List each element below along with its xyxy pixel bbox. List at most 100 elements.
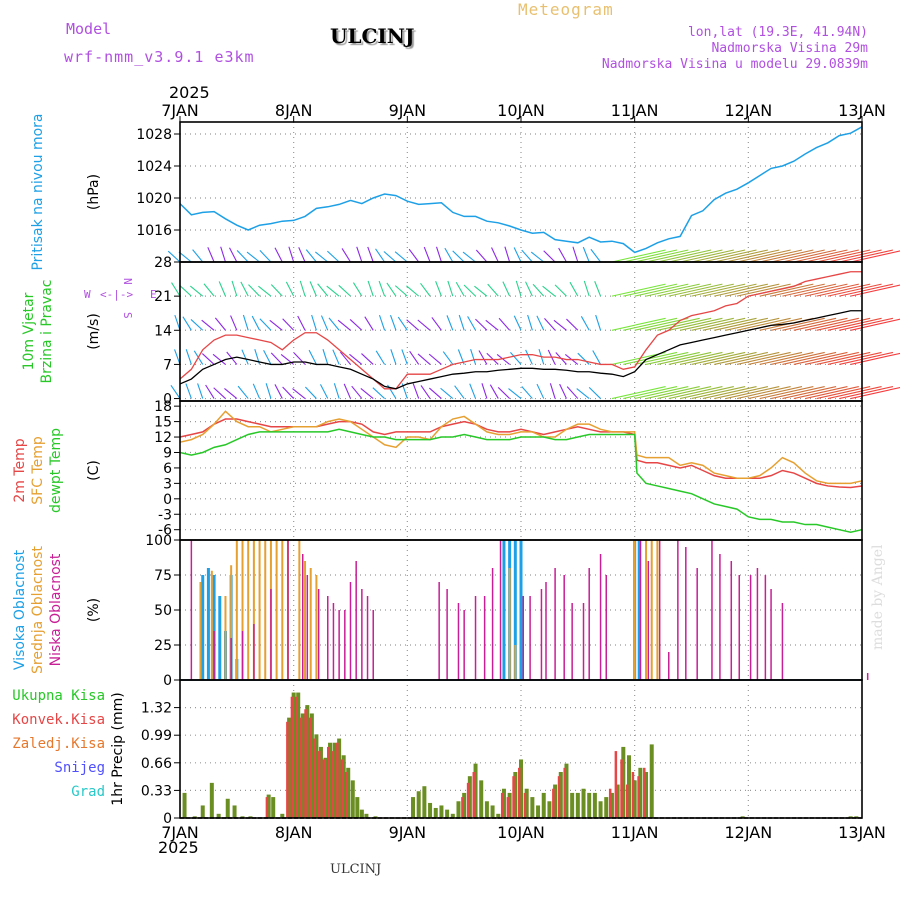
precip-total-bar <box>364 813 369 818</box>
model-name: wrf-nmm_v3.9.1 e3km <box>64 48 255 66</box>
wind-arrow <box>352 282 363 297</box>
precip-total-bar <box>490 805 495 818</box>
precip-total-bar <box>422 786 427 818</box>
wind-arrow <box>170 385 181 399</box>
wind-arrow <box>458 314 465 331</box>
wind-arrow <box>521 249 533 263</box>
wind-arrow <box>241 349 249 365</box>
wind-arrow <box>489 384 499 399</box>
wind-arrow <box>343 383 352 399</box>
wind-arrow <box>274 384 283 399</box>
y-axis-label: Srednja Oblacnost <box>30 546 46 674</box>
wind-arrow <box>417 319 431 331</box>
wind-arrow <box>594 281 602 297</box>
wind-arrow <box>293 352 306 365</box>
wind-arrow <box>805 283 859 297</box>
wind-arrow <box>435 281 442 297</box>
wind-arrow <box>265 383 272 399</box>
wind-arrow <box>793 317 848 331</box>
wind-arrow <box>171 282 181 297</box>
wind-arrow <box>645 283 700 297</box>
wind-speed-line <box>179 310 862 390</box>
wind-arrow <box>782 283 837 297</box>
wind-arrow <box>435 246 442 263</box>
wind-arrow <box>554 284 567 297</box>
x-tick-label-bottom: 10JAN <box>497 823 545 842</box>
wind-arrow <box>680 351 734 365</box>
wind-arrow <box>364 316 374 331</box>
wind-arrow <box>736 351 791 365</box>
gust-line <box>179 271 862 390</box>
wind-arrow <box>351 385 363 399</box>
wind-arrow <box>469 383 477 399</box>
wind-arrow <box>338 284 351 297</box>
wind-arrow <box>595 314 602 331</box>
wind-arrow <box>178 251 192 263</box>
wind-arrow <box>691 386 746 400</box>
wind-arrow <box>827 351 882 365</box>
wind-arrow <box>623 249 678 263</box>
wind-arrow <box>205 384 215 399</box>
wind-arrow <box>269 319 283 331</box>
wind-arrow <box>736 386 791 400</box>
wind-arrow <box>327 250 340 263</box>
wind-arrow <box>337 319 351 331</box>
wind-arrow <box>491 247 499 263</box>
wind-arrow <box>702 249 757 263</box>
x-tick-label-top: 12JAN <box>724 101 772 120</box>
y-tick-label: 1024 <box>136 159 172 175</box>
x-tick-label-bottom: 7JAN <box>161 823 199 842</box>
y-tick-label: 3 <box>163 476 172 492</box>
wind-arrow <box>367 246 374 263</box>
wind-arrow <box>185 349 192 365</box>
wind-arrow <box>736 283 791 297</box>
wind-arrow <box>748 249 803 263</box>
x-tick-label-bottom: 12JAN <box>724 823 772 842</box>
y-tick-label: 18 <box>154 399 172 415</box>
wind-arrow <box>311 314 317 331</box>
wind-arrow <box>527 314 533 331</box>
wind-arrow <box>839 283 894 297</box>
wind-arrow <box>305 249 317 263</box>
x-tick-label-top: 7JAN <box>161 101 199 120</box>
precip-total-bar <box>530 797 535 818</box>
precip-total-bar <box>740 816 745 818</box>
precip-total-bar <box>225 798 230 818</box>
precip-total-bar <box>848 816 853 818</box>
wind-arrow <box>428 353 442 365</box>
precip-total-bar <box>564 763 569 818</box>
wind-arrow <box>850 318 900 331</box>
wind-arrow <box>521 386 533 399</box>
wind-arrow <box>580 316 590 331</box>
wind-arrow <box>770 386 825 400</box>
wind-arrow <box>839 351 894 365</box>
wind-arrow <box>360 388 374 399</box>
precip-total-bar <box>649 744 654 818</box>
precip-total-bar <box>467 776 472 818</box>
wind-arrow <box>236 250 249 263</box>
y-tick-label: 12 <box>154 430 172 446</box>
wind-arrow <box>333 383 340 399</box>
precip-conv-bar <box>304 709 307 818</box>
x-tick-label-top: 8JAN <box>275 101 313 120</box>
y-axis-unit: (C) <box>86 460 102 481</box>
wind-arrow <box>702 351 757 365</box>
precip-total-bar <box>248 816 253 818</box>
precip-total-bar <box>411 797 416 818</box>
precip-total-bar <box>200 805 205 818</box>
precip-total-bar <box>314 734 319 818</box>
precip-conv-bar <box>614 751 618 818</box>
compass-south: S <box>121 312 134 319</box>
model-elevation-label: Nadmorska Visina u modelu 29.0839m <box>601 57 868 72</box>
wind-arrow <box>185 383 192 399</box>
precip-total-bar <box>350 780 355 818</box>
precip-total-bar <box>355 797 360 818</box>
wind-arrow <box>793 351 848 365</box>
wind-arrow <box>515 280 522 297</box>
dewpoint-line <box>179 428 863 534</box>
precip-conv-bar <box>327 746 330 818</box>
wind-arrow <box>702 317 757 331</box>
precip-total-bar <box>300 713 305 818</box>
compass-arrows: <-|-> <box>100 288 133 301</box>
wind-arrow <box>657 283 712 297</box>
